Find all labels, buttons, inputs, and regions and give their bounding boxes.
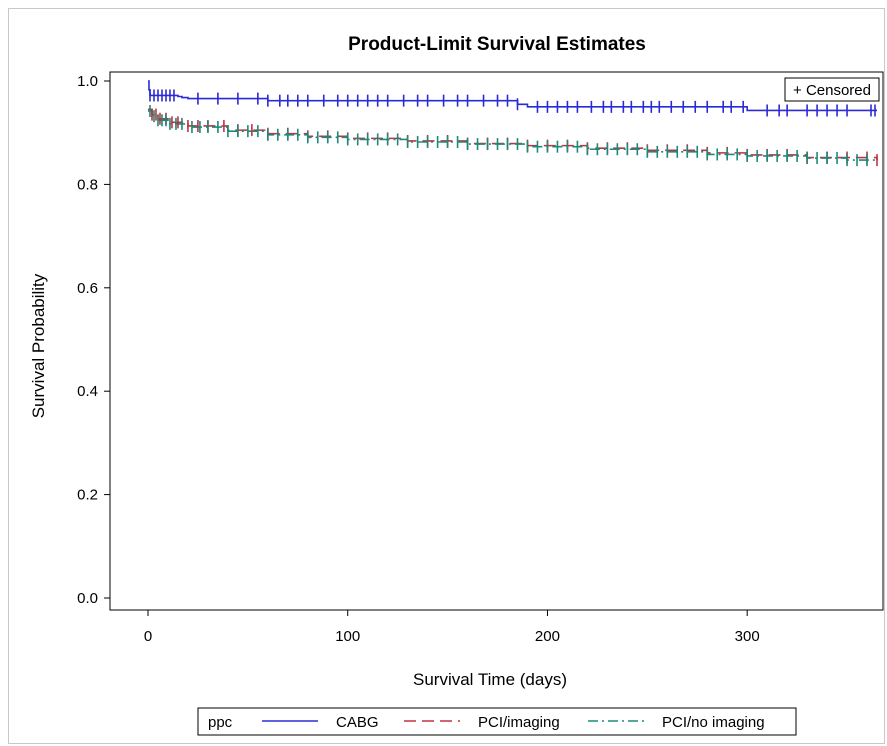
censor-layer xyxy=(149,89,878,167)
y-axis: 0.0 0.2 0.4 0.6 0.8 1.0 xyxy=(77,73,110,607)
censored-legend-text: + Censored xyxy=(793,82,871,99)
chart-frame xyxy=(8,8,885,744)
y-tick-label: 0.0 xyxy=(77,590,98,607)
y-tick-label: 0.4 xyxy=(77,383,98,400)
censored-legend: + Censored xyxy=(784,77,880,102)
y-tick-label: 0.6 xyxy=(77,280,98,297)
x-tick-label: 200 xyxy=(535,628,560,645)
plot-area xyxy=(109,71,884,611)
chart-title: Product-Limit Survival Estimates xyxy=(348,34,646,55)
legend-label: PCI/no imaging xyxy=(662,714,765,731)
series-legend: ppc CABG PCI/imaging PCI/no imaging xyxy=(197,707,797,736)
y-tick-label: 0.2 xyxy=(77,487,98,504)
x-tick-label: 300 xyxy=(735,628,760,645)
x-tick-label: 100 xyxy=(335,628,360,645)
legend-title: ppc xyxy=(208,714,233,731)
legend-label: PCI/imaging xyxy=(478,714,560,731)
legend-label: CABG xyxy=(336,714,379,731)
y-tick-label: 1.0 xyxy=(77,73,98,90)
x-axis-label: Survival Time (days) xyxy=(413,670,567,689)
x-axis: 0 100 200 300 xyxy=(144,610,760,645)
legend-items: CABG PCI/imaging PCI/no imaging xyxy=(262,714,765,731)
y-tick-label: 0.8 xyxy=(77,176,98,193)
y-axis-label: Survival Probability xyxy=(29,273,48,418)
censored-legend-box xyxy=(784,77,880,102)
x-tick-label: 0 xyxy=(144,628,152,645)
